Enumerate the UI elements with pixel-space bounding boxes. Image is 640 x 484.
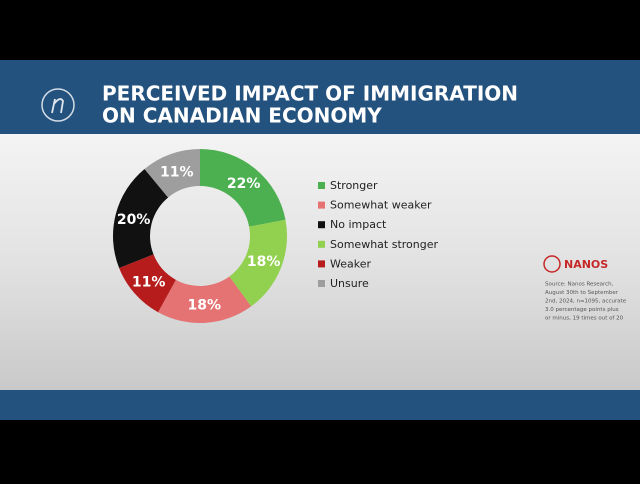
legend-swatch [318,201,325,209]
slice-label: 11% [160,165,194,181]
source-line: 3.0 percentage points plus [545,307,619,313]
footer-band [0,390,640,420]
donut-slice [112,168,169,269]
legend-label: Somewhat stronger [330,238,438,251]
legend-swatch [318,280,325,287]
donut-slice [200,149,286,227]
source-line: August 30th to September [545,290,619,296]
donut-slice [229,219,287,307]
legend-label: Stronger [330,179,378,192]
branding: NANOS Source: Nanos Research, August 30th… [543,255,627,322]
legend-swatch [318,260,325,268]
source-line: Source: Nanos Research, [545,282,614,288]
header-band [0,60,640,134]
donut-chart: 22% 18% 18% 11% 20% 11% Stronger Somewhat weake… [112,149,438,323]
brand-name: NANOS [564,258,608,271]
logo-n [51,98,64,114]
donut-slice [144,149,200,198]
slice-label: 18% [188,297,222,313]
title-line: PERCEIVED IMPACT OF IMMIGRATION [102,82,518,106]
legend-label: No impact [330,218,387,231]
slice-label: 22% [227,176,261,192]
slice-label: 11% [132,274,166,290]
donut-slice [158,276,252,323]
slice-label: 20% [117,212,151,228]
legend-label: Somewhat weaker [330,199,432,212]
source-line: or minus, 19 times out of 20 [545,316,624,322]
legend-label: Unsure [330,277,369,290]
brand-icon [543,255,561,273]
legend-swatch [318,240,325,248]
title-line: ON CANADIAN ECONOMY [102,104,382,128]
source-line: 2nd, 2024, n=1095, accurate [545,299,627,305]
legend-swatch [318,182,325,189]
slice-label: 18% [247,254,281,270]
legend-label: Weaker [330,257,371,270]
donut-slice [119,254,176,313]
logo-circle [41,88,75,122]
legend-swatch [318,221,325,229]
